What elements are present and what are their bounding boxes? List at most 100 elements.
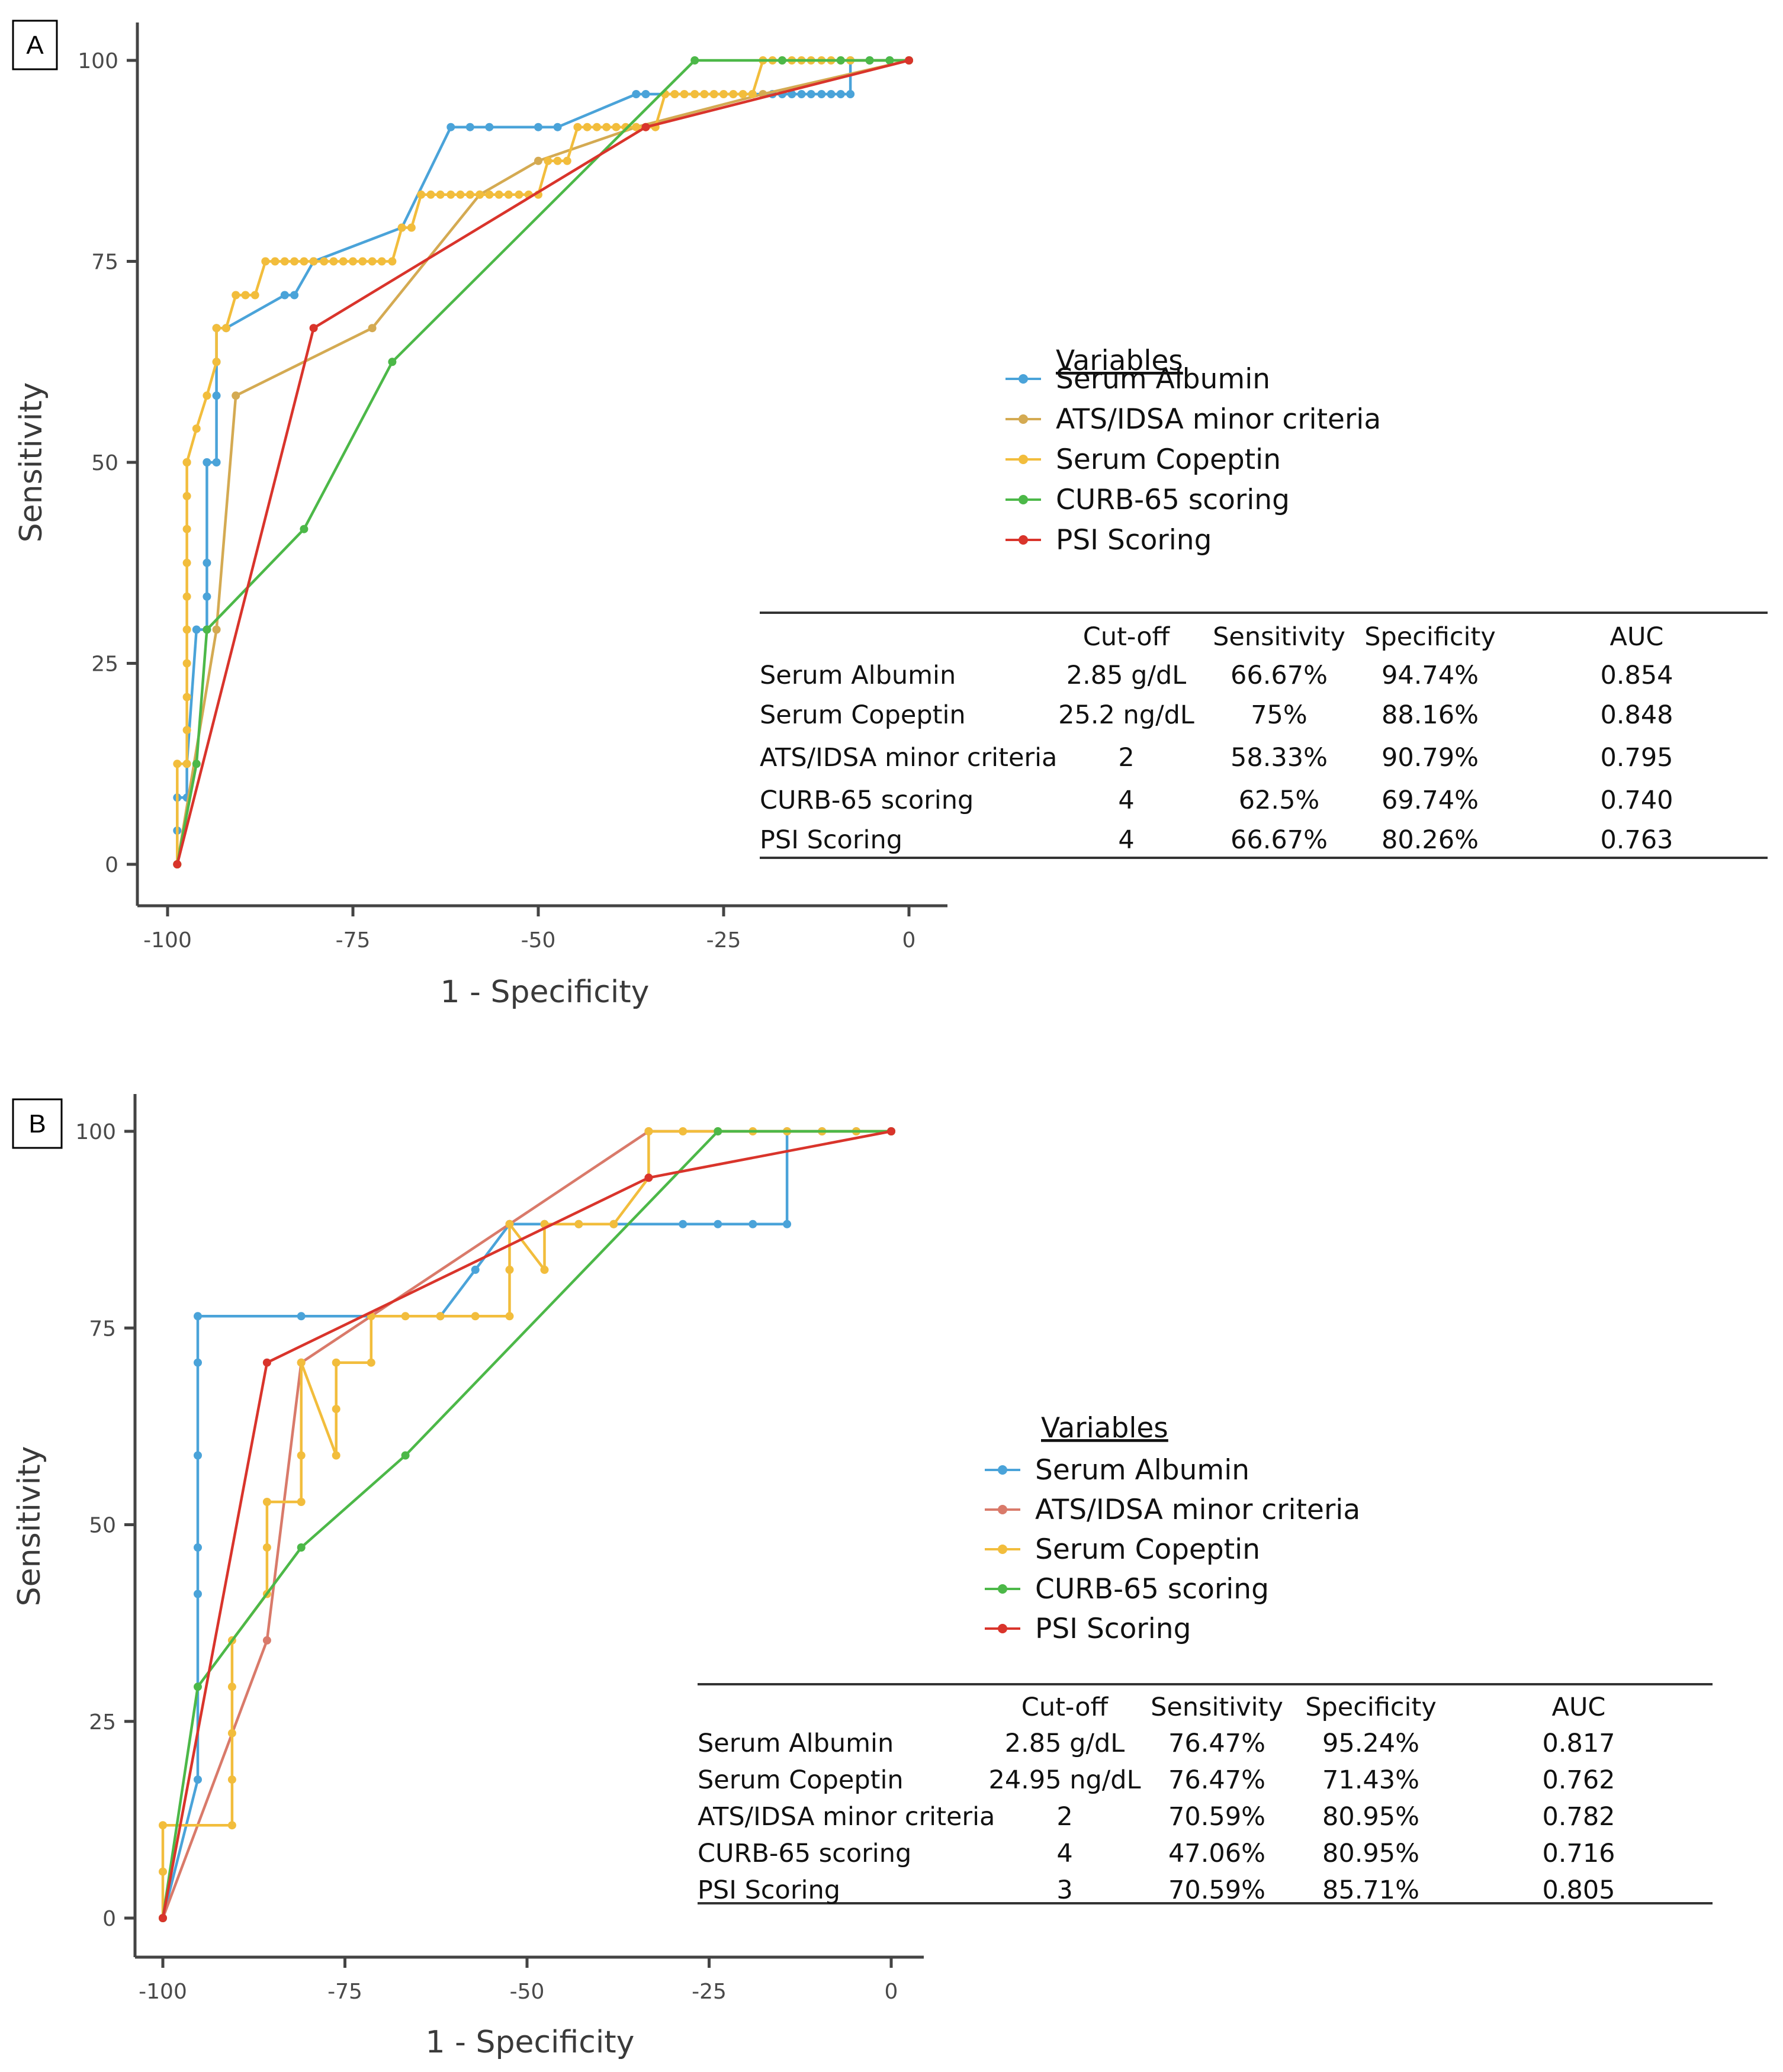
data-point	[817, 90, 826, 98]
data-point	[465, 123, 474, 131]
table-cell: PSI Scoring	[760, 825, 902, 855]
data-point	[905, 56, 913, 65]
data-point	[602, 123, 611, 131]
data-point	[621, 123, 630, 131]
data-point	[194, 1775, 202, 1784]
data-point	[173, 860, 182, 868]
data-point	[388, 257, 397, 266]
data-point	[680, 90, 689, 98]
data-point	[182, 492, 191, 500]
table-header-cell: Sensitivity	[1213, 622, 1345, 652]
table-row: PSI Scoring 3 70.59% 85.71% 0.805	[698, 1875, 1615, 1905]
legend-label-ats-idsa-minor-criteria: ATS/IDSA minor criteria	[1035, 1494, 1360, 1526]
table-row: CURB-65 scoring 4 62.5% 69.74% 0.740	[760, 786, 1673, 815]
data-point	[182, 693, 191, 702]
y-tick-label: 0	[105, 853, 118, 877]
data-point	[592, 123, 601, 131]
x-axis-title: 1 - Specificity	[426, 2025, 635, 2060]
data-point	[194, 1543, 202, 1552]
table-cell: 4	[1118, 825, 1134, 855]
table-header-cell: Sensitivity	[1151, 1693, 1283, 1722]
data-point	[297, 1358, 306, 1367]
data-point	[748, 90, 757, 98]
table-header-cell: Cut-off	[1083, 622, 1171, 652]
table-cell: 80.26%	[1382, 825, 1479, 855]
data-point	[700, 90, 709, 98]
table-cell: 70.59%	[1168, 1802, 1265, 1832]
table-cell: 0.854	[1600, 661, 1673, 690]
y-axis-title: Sensitivity	[14, 382, 49, 543]
data-point	[232, 391, 240, 400]
data-point	[446, 123, 455, 131]
data-point	[476, 190, 484, 199]
table-cell: 2.85 g/dL	[1005, 1729, 1125, 1758]
data-point	[827, 90, 836, 98]
data-point	[250, 291, 259, 300]
table-row: ATS/IDSA minor criteria 2 70.59% 80.95% 0.78…	[698, 1802, 1615, 1832]
data-point	[262, 1498, 271, 1506]
data-point	[332, 1451, 340, 1460]
data-point	[271, 257, 280, 266]
x-tick-label: -50	[521, 928, 556, 953]
table-header-cell: AUC	[1610, 622, 1664, 652]
table-cell: 25.2 ng/dL	[1058, 700, 1194, 730]
data-point	[485, 123, 494, 131]
data-point	[280, 291, 289, 300]
table-cell: 2	[1056, 1802, 1072, 1832]
table-cell: CURB-65 scoring	[760, 786, 974, 815]
table-cell: 3	[1056, 1875, 1072, 1905]
data-point	[367, 1358, 375, 1367]
data-point	[505, 1265, 514, 1274]
data-point	[644, 1173, 653, 1182]
x-tick-label: -25	[706, 928, 741, 953]
table-header-cell: Specificity	[1364, 622, 1496, 652]
data-point	[159, 1821, 167, 1830]
table-cell: 85.71%	[1322, 1875, 1419, 1905]
data-point	[846, 90, 855, 98]
data-point	[290, 291, 299, 300]
x-tick-label: -50	[510, 1980, 545, 2004]
series-line-serum-albumin	[176, 59, 909, 864]
data-point	[426, 190, 435, 199]
x-axis-title: 1 - Specificity	[441, 974, 650, 1010]
y-tick-label: 100	[75, 1120, 116, 1144]
data-point	[262, 1358, 271, 1367]
legend-swatch-point	[998, 1584, 1007, 1594]
legend-swatch-point	[1019, 414, 1028, 424]
data-point	[887, 1127, 895, 1135]
data-point	[212, 391, 221, 400]
data-point	[300, 257, 309, 266]
data-point	[553, 123, 562, 131]
table-cell: 4	[1118, 786, 1134, 815]
data-point	[297, 1451, 306, 1460]
data-point	[221, 324, 230, 333]
data-point	[641, 123, 650, 131]
table-cell: 24.95 ng/dL	[988, 1765, 1141, 1795]
data-point	[574, 1220, 583, 1228]
data-point	[865, 56, 874, 65]
data-point	[748, 1220, 757, 1228]
data-point	[182, 726, 191, 735]
table-header-row: Cut-off Sensitivity Specificity AUC	[1083, 622, 1664, 652]
table-cell: 94.74%	[1382, 661, 1479, 690]
table-cell: 71.43%	[1322, 1765, 1419, 1795]
data-point	[583, 123, 592, 131]
data-point	[182, 458, 191, 466]
table-cell: 4	[1056, 1839, 1072, 1868]
data-point	[212, 358, 221, 366]
data-point	[401, 1451, 410, 1460]
data-point	[203, 458, 211, 466]
table-row: CURB-65 scoring 4 47.06% 80.95% 0.716	[698, 1839, 1615, 1868]
data-point	[471, 1265, 480, 1274]
data-point	[182, 525, 191, 533]
data-point	[679, 1220, 688, 1228]
legend-swatch-point	[1019, 455, 1028, 464]
data-point	[358, 257, 367, 266]
data-point	[534, 123, 542, 131]
y-tick-label: 25	[91, 652, 118, 677]
legend-label-psi-scoring: PSI Scoring	[1035, 1613, 1191, 1645]
data-point	[227, 1821, 236, 1830]
